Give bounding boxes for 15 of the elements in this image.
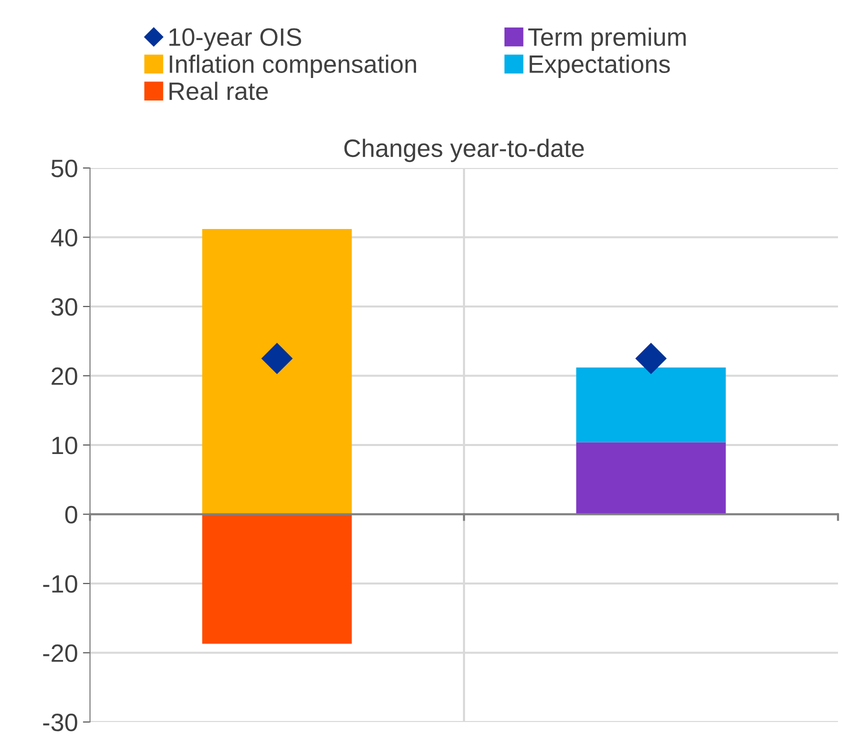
legend-label: Inflation compensation: [170, 54, 416, 78]
y-tick-label: -20: [43, 644, 78, 662]
y-tick-label: 30: [51, 298, 78, 316]
legend-label: Expectations: [530, 54, 670, 78]
y-tick-label: 0: [65, 506, 78, 524]
legend-label: 10-year OIS: [169, 28, 302, 51]
y-tick-label: 40: [50, 228, 78, 247]
y-tick-label: 10: [52, 436, 78, 454]
y-tick-label: -30: [43, 714, 78, 732]
chart-title: Changes year-to-date: [344, 138, 584, 162]
legend-label: Real rate: [170, 82, 268, 100]
legend-label: Term premium: [528, 28, 686, 51]
y-tick-label: 20: [52, 367, 78, 386]
y-tick-label: -10: [43, 575, 78, 593]
y-tick-label: 50: [51, 160, 78, 178]
